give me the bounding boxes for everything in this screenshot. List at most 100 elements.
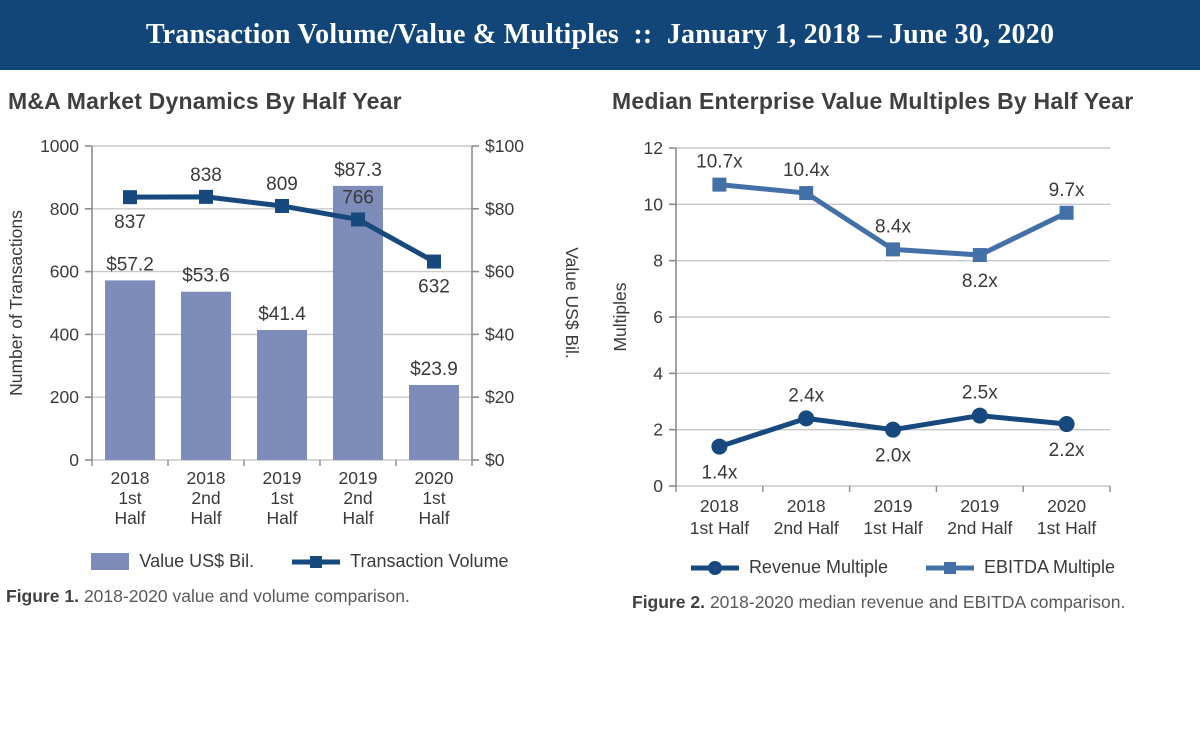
series-marker (799, 186, 814, 201)
legend-item-ebitda: EBITDA Multiple (926, 557, 1115, 578)
y-left-tick-label: 600 (50, 262, 79, 282)
x-tick-label: Half (190, 508, 221, 528)
y-right-tick-label: $60 (485, 262, 514, 282)
header-banner: Transaction Volume/Value & Multiples :: … (0, 0, 1200, 70)
y-right-tick-label: $80 (485, 199, 514, 219)
x-tick-label: 1st (270, 488, 293, 508)
y-tick-label: 10 (644, 194, 664, 214)
y-tick-label: 0 (653, 476, 663, 496)
bar-data-label: $23.9 (410, 359, 458, 380)
line-data-label: 838 (190, 165, 222, 186)
series-marker (1059, 205, 1074, 220)
x-tick-label: Half (114, 508, 145, 528)
volume-line-glyph (292, 555, 341, 568)
x-tick-label: 2018 (187, 468, 226, 488)
figure2-caption: Figure 2. 2018-2020 median revenue and EB… (632, 592, 1196, 613)
series-marker (971, 407, 988, 424)
legend-item-value: Value US$ Bil. (91, 551, 254, 572)
figure1-panel: M&A Market Dynamics By Half Year 0 $0 200 $… (6, 86, 594, 607)
bar-data-label: $41.4 (258, 304, 306, 325)
value-bar (333, 185, 383, 460)
x-tick-label: 2nd (191, 488, 220, 508)
page-title: Transaction Volume/Value & Multiples :: … (145, 19, 1055, 50)
legend-marker (707, 560, 722, 575)
ebitda-line-glyph (926, 561, 975, 574)
y-right-tick-label: $100 (485, 136, 524, 156)
figure2-caption-label: Figure 2. (632, 592, 705, 612)
figure1-title: M&A Market Dynamics By Half Year (8, 88, 402, 114)
x-tick-label: 2019 (263, 468, 302, 488)
series-marker (712, 177, 727, 192)
x-tick-label: 1st (118, 488, 141, 508)
y-left-tick-label: 800 (50, 199, 79, 219)
revenue-line-glyph (690, 560, 739, 575)
legend-label-volume: Transaction Volume (350, 551, 509, 571)
series-marker (275, 198, 289, 213)
figure1-caption: Figure 1. 2018-2020 value and volume comp… (6, 586, 594, 607)
y-tick-label: 4 (653, 363, 663, 383)
line-data-label: 2.5x (962, 383, 998, 404)
y-tick-label: 8 (653, 251, 663, 271)
y-tick-label: 12 (644, 138, 663, 158)
line-data-label: 766 (342, 187, 374, 208)
bar-data-label: $57.2 (106, 254, 154, 275)
figure2-legend: Revenue Multiple EBITDA Multiple (610, 557, 1196, 578)
y-right-tick-label: $40 (485, 324, 514, 344)
bar-data-label: $53.6 (182, 266, 230, 287)
figure2-chart: 0 2 4 6 8 10 12 1.4x 2.4x 2.0x 2.5x 2.2x 10.7x 10.4x 8… (610, 138, 1111, 538)
x-tick-label: 2nd (343, 488, 372, 508)
legend-label-value: Value US$ Bil. (139, 551, 255, 571)
series-marker (798, 410, 815, 427)
y-axis-title: Multiples (610, 282, 630, 351)
x-tick-label: 2018 (700, 496, 739, 516)
x-tick-label: 2019 (960, 496, 999, 516)
legend-label-revenue: Revenue Multiple (748, 557, 889, 577)
line-data-label: 9.7x (1049, 180, 1085, 201)
line-data-label: 8.4x (875, 216, 911, 237)
x-tick-label: 2020 (1047, 496, 1086, 516)
legend-marker (310, 555, 323, 568)
x-tick-label: 2019 (874, 496, 913, 516)
x-tick-label: 2nd Half (947, 518, 1012, 538)
series-marker (351, 212, 365, 227)
series-marker (711, 438, 728, 455)
y-left-tick-label: 400 (50, 324, 79, 344)
series-marker (972, 248, 987, 263)
x-tick-label: 1st Half (690, 518, 749, 538)
figure2-title: Median Enterprise Value Multiples By Hal… (612, 88, 1134, 114)
x-tick-label: Half (418, 508, 449, 528)
figure1-chart: 0 $0 200 $20 400 $40 600 $60 800 $80 1000 $100 $57.2… (6, 136, 582, 528)
x-tick-label: 2019 (339, 468, 378, 488)
y-tick-label: 2 (653, 420, 663, 440)
series-marker (123, 190, 137, 205)
line-data-label: 10.4x (783, 160, 830, 181)
x-tick-label: 1st Half (863, 518, 922, 538)
line-data-label: 10.7x (696, 152, 743, 173)
figure1-legend: Value US$ Bil. Transaction Volume (6, 551, 594, 572)
series-marker (199, 189, 213, 204)
value-bar (257, 330, 307, 460)
value-bar (105, 280, 155, 460)
y-tick-label: 6 (653, 307, 663, 327)
x-tick-label: 2018 (787, 496, 826, 516)
x-tick-label: 1st (422, 488, 445, 508)
x-tick-label: 2018 (111, 468, 150, 488)
value-bar-swatch (91, 553, 130, 570)
figure2-panel: Median Enterprise Value Multiples By Hal… (610, 86, 1196, 613)
value-bar (409, 384, 459, 460)
y-left-tick-label: 0 (69, 450, 79, 470)
line-data-label: 809 (266, 174, 298, 195)
legend-item-volume: Transaction Volume (292, 551, 509, 572)
x-tick-label: Half (266, 508, 297, 528)
line-data-label: 8.2x (962, 271, 998, 292)
series-marker (1058, 416, 1075, 433)
x-tick-label: Half (342, 508, 373, 528)
bar-data-label: $87.3 (334, 160, 382, 181)
series-marker (886, 242, 900, 257)
x-tick-label: 2020 (415, 468, 454, 488)
line-data-label: 632 (418, 277, 450, 298)
y-right-tick-label: $20 (485, 387, 514, 407)
line-data-label: 837 (114, 212, 146, 233)
y-left-tick-label: 200 (50, 387, 79, 407)
y-left-axis-title: Number of Transactions (6, 210, 26, 396)
